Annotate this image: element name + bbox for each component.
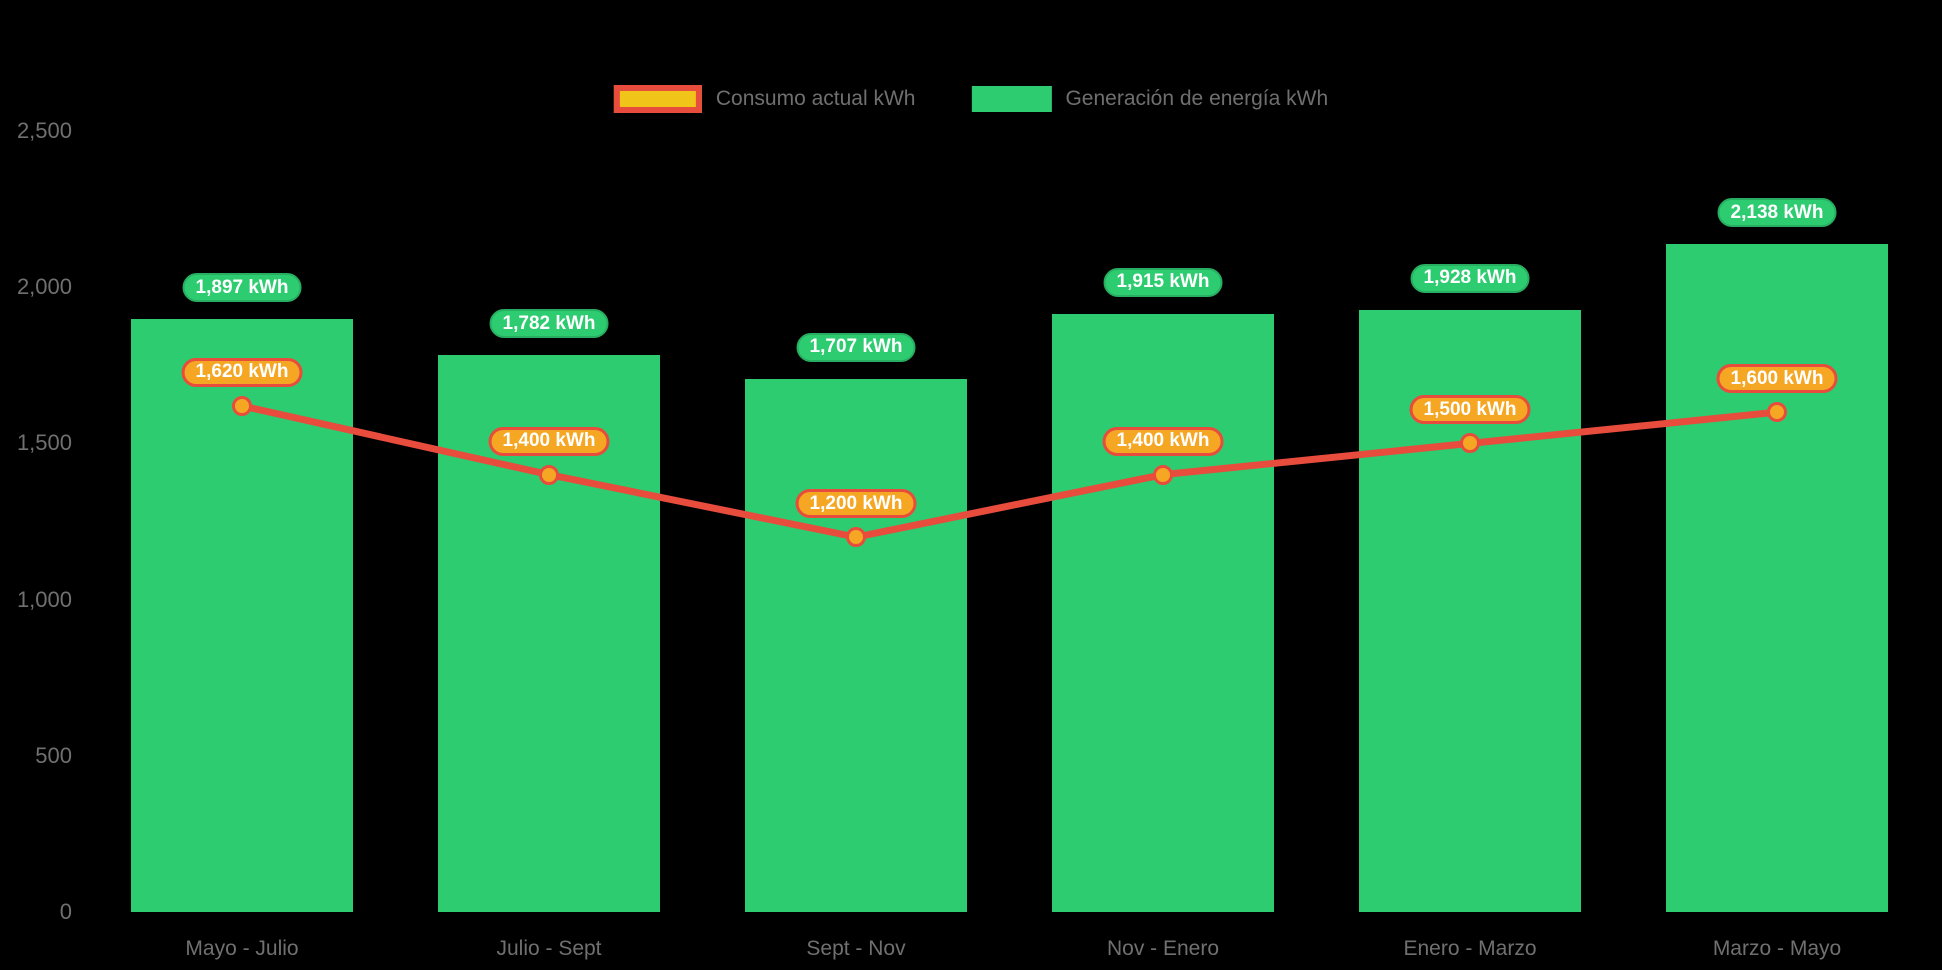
legend-label-consumo: Consumo actual kWh bbox=[715, 87, 916, 110]
consumption-point[interactable] bbox=[539, 464, 559, 485]
y-axis-label: 2,000 bbox=[16, 274, 72, 300]
generation-value-badge: 1,782 kWh bbox=[489, 309, 609, 339]
x-axis-label: Mayo - Julio bbox=[185, 937, 299, 960]
generation-bar[interactable] bbox=[745, 378, 967, 912]
legend-swatch-generacion bbox=[971, 86, 1052, 112]
consumption-value-badge: 1,500 kWh bbox=[1409, 395, 1531, 425]
x-axis-label: Nov - Enero bbox=[1106, 937, 1220, 960]
generation-value-badge: 1,915 kWh bbox=[1103, 267, 1223, 297]
consumption-point[interactable] bbox=[846, 527, 866, 548]
generation-value-badge: 1,897 kWh bbox=[182, 273, 302, 303]
generation-value-badge: 1,707 kWh bbox=[796, 332, 916, 362]
legend-label-generacion: Generación de energía kWh bbox=[1065, 87, 1329, 110]
consumption-value-badge: 1,600 kWh bbox=[1716, 364, 1838, 394]
y-axis-label: 1,500 bbox=[16, 430, 72, 456]
x-axis-label: Marzo - Mayo bbox=[1712, 937, 1842, 960]
generation-bar[interactable] bbox=[1052, 313, 1274, 912]
generation-value-badge: 1,928 kWh bbox=[1410, 263, 1530, 293]
x-axis-label: Julio - Sept bbox=[496, 937, 602, 960]
generation-value-badge: 2,138 kWh bbox=[1717, 198, 1837, 228]
x-axis-label: Enero - Marzo bbox=[1403, 937, 1537, 960]
y-axis-label: 1,000 bbox=[16, 586, 72, 612]
generation-bar[interactable] bbox=[1666, 244, 1888, 912]
legend-item-consumo[interactable]: Consumo actual kWh bbox=[613, 85, 916, 113]
consumption-value-badge: 1,400 kWh bbox=[488, 426, 610, 456]
legend: Consumo actual kWh Generación de energía… bbox=[613, 85, 1328, 113]
legend-item-generacion[interactable]: Generación de energía kWh bbox=[971, 86, 1328, 112]
consumption-value-badge: 1,400 kWh bbox=[1102, 426, 1224, 456]
y-axis-label: 500 bbox=[35, 742, 72, 768]
consumption-point[interactable] bbox=[232, 395, 252, 416]
consumption-point[interactable] bbox=[1153, 464, 1173, 485]
consumption-point[interactable] bbox=[1460, 433, 1480, 454]
legend-swatch-consumo bbox=[613, 85, 702, 113]
consumption-value-badge: 1,620 kWh bbox=[181, 357, 303, 387]
y-axis-label: 0 bbox=[59, 899, 72, 924]
consumption-point[interactable] bbox=[1767, 402, 1787, 423]
y-axis-label: 2,500 bbox=[16, 118, 72, 143]
x-axis-label: Sept - Nov bbox=[806, 937, 906, 960]
consumption-value-badge: 1,200 kWh bbox=[795, 489, 917, 519]
